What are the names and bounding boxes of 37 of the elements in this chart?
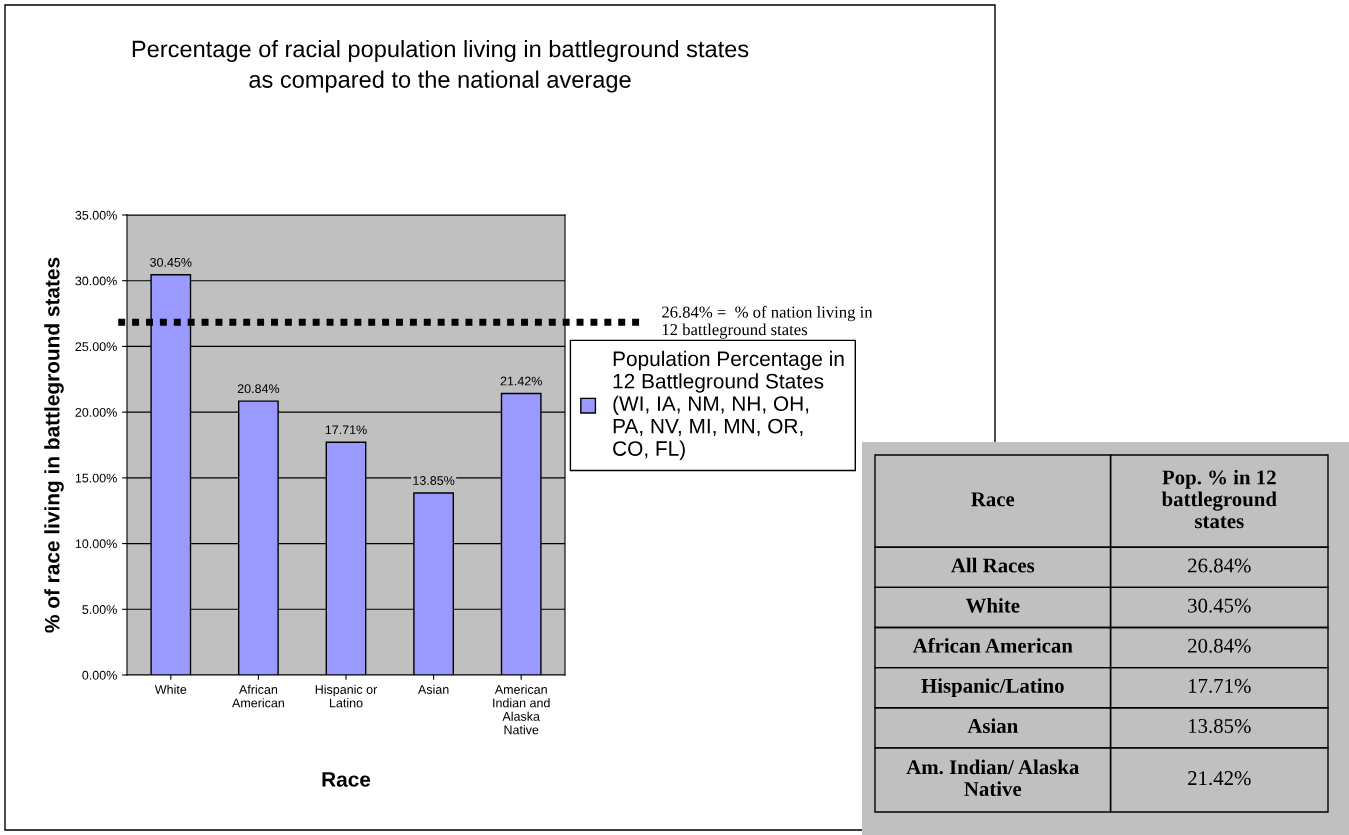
- ref-line-label: 26.84% = % of nation living in 12 battleground states: [662, 305, 873, 339]
- x-tick-label: White: [154, 684, 187, 694]
- text: Pop. % in 12 battleground states: [1161, 469, 1277, 529]
- y-tick-label: 5.00%: [82, 605, 117, 614]
- data-label: 20.84%: [237, 384, 280, 394]
- text: 20.84%: [1188, 638, 1251, 653]
- text: Am. Indian/ Alaska Native: [906, 759, 1080, 797]
- text: Asian: [967, 718, 1018, 733]
- text: 17.71%: [1189, 678, 1251, 693]
- x-tick-label: Asian: [417, 684, 449, 694]
- data-label: 30.45%: [150, 257, 192, 267]
- y-tick-label: 10.00%: [75, 539, 117, 549]
- x-tick-label: American Indian and Alaska Native: [493, 684, 550, 735]
- x-tick-label: Hispanic or Latino: [315, 684, 378, 708]
- data-label: 13.85%: [413, 476, 455, 485]
- y-axis-title: % of race living in battleground states: [44, 257, 64, 633]
- text: All Races: [951, 557, 1035, 573]
- text: Race: [971, 492, 1015, 507]
- legend-label: Population Percentage in 12 Battleground States (WI, IA, NM, NH, OH, PA, NV, MI, MN, OR, CO, FL): [613, 350, 844, 460]
- y-tick-label: 0.00%: [82, 670, 117, 680]
- y-tick-label: 25.00%: [75, 342, 117, 352]
- text: White: [965, 597, 1020, 613]
- x-tick-label: African American: [232, 684, 284, 708]
- y-tick-label: 20.00%: [75, 407, 117, 417]
- text: African American: [912, 637, 1073, 653]
- x-axis-title: Race: [322, 772, 371, 787]
- chart-title: Percentage of racial population living in battleground states as compared to the national average: [132, 40, 749, 93]
- data-label: 21.42%: [500, 376, 542, 386]
- text: 30.45%: [1188, 598, 1251, 613]
- data-label: 17.71%: [325, 425, 367, 435]
- text: 21.42%: [1188, 771, 1251, 786]
- y-tick-label: 30.00%: [75, 276, 117, 286]
- y-tick-label: 15.00%: [75, 473, 117, 483]
- y-tick-label: 35.00%: [75, 210, 117, 220]
- text: Hispanic/Latino: [921, 678, 1064, 698]
- text: 26.84%: [1188, 558, 1251, 573]
- text: 13.85%: [1189, 718, 1251, 734]
